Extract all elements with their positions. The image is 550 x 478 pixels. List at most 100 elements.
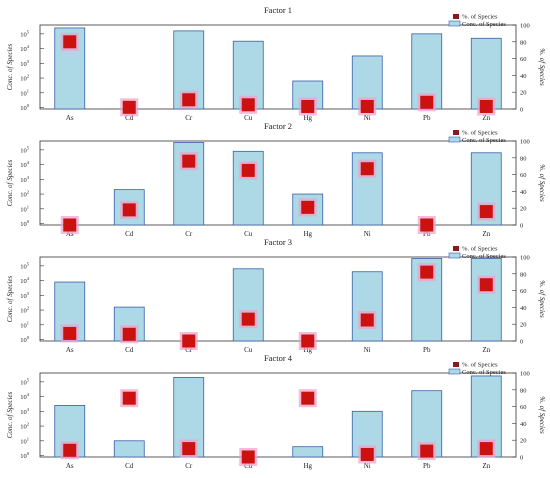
- left-axis-title: Conc. of Species: [6, 275, 14, 322]
- x-tick-label: Pb: [423, 114, 431, 122]
- left-tick-label: 101: [20, 320, 29, 329]
- legend-bar-swatch: [448, 20, 461, 27]
- x-tick-label: As: [66, 462, 74, 470]
- pct-marker-Hg: [301, 99, 315, 113]
- conc-bar-Hg: [292, 446, 324, 458]
- right-tick-label: 40: [520, 421, 527, 428]
- pct-marker-Pb: [420, 265, 434, 279]
- conc-bar-Cu: [232, 268, 264, 342]
- left-tick-label: 102: [20, 306, 29, 315]
- x-tick-label: Cr: [185, 114, 193, 122]
- pct-marker-Cd: [122, 203, 136, 217]
- panel-title: Factor 3: [264, 237, 292, 247]
- left-tick-label: 101: [20, 436, 29, 445]
- right-tick-label: 40: [520, 73, 527, 80]
- conc-bar-Cd: [113, 440, 145, 458]
- right-tick-label: 80: [520, 39, 527, 46]
- pct-marker-Hg: [301, 391, 315, 405]
- conc-bar-Zn: [470, 258, 502, 342]
- left-tick-label: 105: [20, 29, 30, 38]
- right-tick-label: 100: [520, 23, 530, 30]
- right-tick-label: 0: [520, 223, 523, 230]
- x-tick-label: Cd: [125, 114, 134, 122]
- left-tick-label: 101: [20, 88, 29, 97]
- pct-marker-Cu: [241, 163, 255, 177]
- legend-bar-label: Conc. of Species: [462, 137, 506, 144]
- legend-marker-swatch: [453, 362, 459, 367]
- legend-bar-swatch: [448, 368, 461, 375]
- right-tick-label: 100: [520, 255, 530, 262]
- left-tick-label: 103: [20, 407, 30, 416]
- right-tick-label: 40: [520, 189, 527, 196]
- left-tick-label: 101: [20, 204, 29, 213]
- pct-marker-Zn: [479, 205, 493, 219]
- x-tick-label: Cd: [125, 346, 134, 354]
- left-tick-label: 104: [20, 392, 30, 401]
- legend-bar-swatch: [448, 136, 461, 143]
- left-axis-title: Conc. of Species: [6, 391, 14, 438]
- left-tick-label: 105: [20, 261, 30, 270]
- legend-marker-swatch: [453, 246, 459, 251]
- x-tick-label: Cr: [185, 462, 193, 470]
- conc-bar-Zn: [470, 152, 502, 226]
- x-tick-label: Cu: [244, 346, 253, 354]
- left-tick-label: 103: [20, 175, 30, 184]
- plot-frame: [39, 140, 517, 226]
- left-tick-label: 102: [20, 422, 29, 431]
- right-tick-label: 20: [520, 90, 527, 97]
- legend-marker-label: %. of Species: [462, 362, 498, 369]
- pct-marker-Pb: [420, 444, 434, 458]
- x-tick-label: Cd: [125, 230, 134, 238]
- right-tick-label: 60: [520, 172, 527, 179]
- x-tick-label: Ni: [364, 346, 371, 354]
- pct-marker-As: [63, 443, 77, 457]
- x-tick-label: Zn: [482, 230, 490, 238]
- legend-bar-label: Conc. of Species: [462, 369, 506, 376]
- right-tick-label: 80: [520, 155, 527, 162]
- right-tick-label: 80: [520, 271, 527, 278]
- pct-marker-Cu: [241, 450, 255, 464]
- x-tick-label: Hg: [303, 230, 312, 238]
- x-tick-label: Hg: [303, 462, 312, 470]
- right-tick-label: 20: [520, 322, 527, 329]
- right-tick-label: 60: [520, 56, 527, 63]
- legend-marker-label: %. of Species: [462, 246, 498, 253]
- pct-marker-Zn: [479, 99, 493, 113]
- x-tick-label: As: [66, 346, 74, 354]
- right-axis-title: %. of Species: [538, 48, 546, 86]
- conc-bar-Cu: [232, 40, 264, 110]
- left-tick-label: 103: [20, 291, 30, 300]
- left-tick-label: 100: [20, 451, 30, 460]
- pct-marker-Pb: [420, 218, 434, 232]
- right-tick-label: 0: [520, 107, 523, 114]
- pct-marker-As: [63, 326, 77, 340]
- left-tick-label: 104: [20, 160, 30, 169]
- x-tick-label: Zn: [482, 114, 490, 122]
- pct-marker-Cr: [182, 442, 196, 456]
- panel-title: Factor 1: [264, 5, 292, 15]
- panel-title: Factor 4: [264, 353, 293, 363]
- right-tick-label: 40: [520, 305, 527, 312]
- pct-marker-Cd: [122, 327, 136, 341]
- pct-marker-As: [63, 218, 77, 232]
- legend-marker-swatch: [453, 130, 459, 135]
- legend-bar-label: Conc. of Species: [462, 253, 506, 260]
- pct-marker-As: [63, 35, 77, 49]
- right-axis-title: %. of Species: [538, 396, 546, 434]
- conc-bar-As: [54, 27, 86, 110]
- pct-marker-Ni: [360, 313, 374, 327]
- left-axis-title: Conc. of Species: [6, 43, 14, 90]
- right-tick-label: 60: [520, 288, 527, 295]
- x-tick-label: Zn: [482, 462, 490, 470]
- pct-marker-Cr: [182, 154, 196, 168]
- pct-marker-Ni: [360, 162, 374, 176]
- pct-marker-Cr: [182, 334, 196, 348]
- right-tick-label: 60: [520, 404, 527, 411]
- legend-marker-swatch: [453, 14, 459, 19]
- pct-marker-Ni: [360, 447, 374, 461]
- left-tick-label: 105: [20, 377, 30, 386]
- factor-panel-1: Factor 1 %. of Species Conc. of Species 100…: [6, 5, 546, 122]
